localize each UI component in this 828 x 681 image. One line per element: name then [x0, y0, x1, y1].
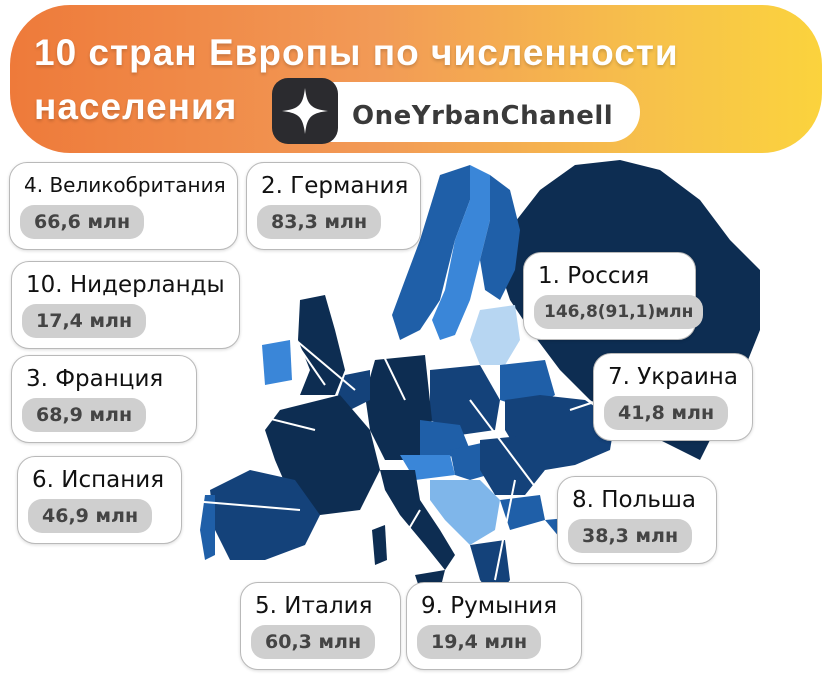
country-name: 6. Испания — [32, 467, 165, 493]
map-region-portugal — [200, 495, 215, 560]
leader-line-spain — [179, 499, 301, 511]
country-population: 66,6 млн — [20, 205, 145, 239]
channel-name[interactable]: OneYrbanChanell — [352, 101, 614, 131]
country-card-netherlands[interactable]: 10. Нидерланды 17,4 млн — [11, 261, 240, 349]
leader-line-poland — [469, 399, 561, 521]
country-population: 60,3 млн — [251, 625, 376, 659]
leader-line-italy — [369, 509, 421, 596]
country-card-italy[interactable]: 5. Италия 60,3 млн — [240, 582, 401, 670]
country-population: 146,8(91,1)млн — [534, 295, 704, 329]
zen-star-icon — [272, 78, 338, 144]
country-name: 1. Россия — [538, 263, 650, 289]
country-population: 41,8 млн — [604, 396, 729, 430]
leader-line-germany — [329, 244, 406, 401]
country-name: 8. Польша — [572, 487, 697, 513]
leader-line-france — [194, 399, 316, 431]
country-card-spain[interactable]: 6. Испания 46,9 млн — [17, 456, 182, 544]
country-name: 2. Германия — [261, 173, 409, 199]
map-region-spain — [210, 470, 320, 560]
country-population: 17,4 млн — [22, 304, 147, 338]
country-card-romania[interactable]: 9. Румыния 19,4 млн — [406, 582, 582, 670]
map-region-sweden — [432, 165, 490, 340]
country-population: 68,9 млн — [22, 398, 147, 432]
map-region-ireland — [262, 340, 292, 385]
title-line-1: 10 стран Европы по численности — [34, 32, 679, 73]
map-region-uk — [298, 295, 345, 395]
country-name: 10. Нидерланды — [26, 272, 225, 298]
map-region-romania — [480, 435, 545, 495]
map-region-norway — [392, 165, 470, 340]
country-name: 3. Франция — [26, 366, 164, 392]
country-population: 19,4 млн — [417, 625, 542, 659]
title-line-2: населения — [34, 86, 238, 127]
map-region-germany — [365, 355, 432, 460]
leader-line-uk — [224, 239, 326, 386]
map-region-balkans — [430, 480, 500, 545]
country-population: 46,9 млн — [28, 499, 153, 533]
country-name: 5. Италия — [255, 593, 373, 619]
leader-line-netherlands — [259, 309, 356, 391]
country-card-germany[interactable]: 2. Германия 83,3 млн — [246, 162, 421, 250]
map-region-italy — [380, 470, 455, 570]
map-region-baltics — [470, 305, 520, 365]
leader-lines — [179, 239, 601, 596]
country-card-russia[interactable]: 1. Россия 146,8(91,1)млн — [523, 252, 704, 340]
country-card-poland[interactable]: 8. Польша 38,3 млн — [557, 476, 717, 564]
country-population: 83,3 млн — [257, 205, 382, 239]
country-name: 4. Великобритания — [24, 173, 226, 197]
leader-line-romania — [494, 479, 516, 581]
country-card-france[interactable]: 3. Франция 68,9 млн — [11, 355, 197, 443]
country-name: 7. Украина — [608, 364, 738, 390]
country-card-uk[interactable]: 4. Великобритания 66,6 млн — [9, 162, 238, 250]
country-population: 38,3 млн — [568, 519, 693, 553]
country-card-ukraine[interactable]: 7. Украина 41,8 млн — [593, 353, 753, 441]
map-region-sardinia — [372, 525, 387, 565]
map-region-finland — [480, 175, 520, 300]
country-name: 9. Румыния — [421, 593, 558, 619]
